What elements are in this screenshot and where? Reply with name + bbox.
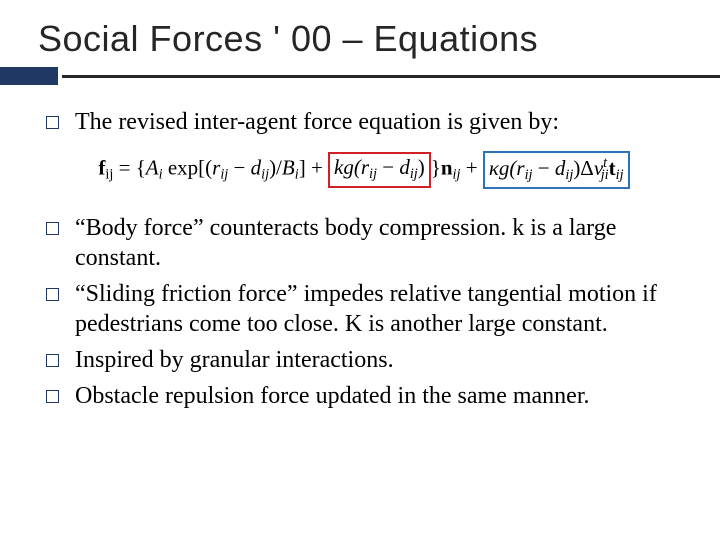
- bullet-item: “Sliding friction force” impedes relativ…: [46, 279, 682, 339]
- eq-minus3: −: [533, 156, 555, 180]
- eq-d1-sub: ij: [261, 167, 269, 183]
- bullet-item: “Body force” counteracts body compressio…: [46, 213, 682, 273]
- content-area: The revised inter-agent force equation i…: [38, 107, 682, 410]
- eq-r2-sub: ij: [369, 166, 377, 182]
- sliding-friction-box: κg(rij − dij)Δvtjitij: [483, 151, 630, 188]
- equation: fij = {Ai exp[(rij − dij)/Bi] + kg(rij −…: [98, 151, 629, 188]
- eq-t: t: [609, 156, 616, 180]
- eq-plus2: +: [460, 156, 482, 180]
- eq-r3-sub: ij: [525, 167, 533, 183]
- eq-d2: d: [399, 155, 410, 179]
- eq-v-sub: ji: [601, 167, 609, 183]
- eq-close1: )/: [269, 156, 282, 180]
- eq-d1: d: [251, 156, 262, 180]
- eq-r3: r: [516, 156, 524, 180]
- bullet-marker-icon: [46, 390, 59, 403]
- bullet-text: Obstacle repulsion force updated in the …: [75, 381, 590, 411]
- eq-t-sub: ij: [616, 167, 624, 183]
- eq-B: B: [282, 156, 295, 180]
- bullet-text: “Body force” counteracts body compressio…: [75, 213, 682, 273]
- slide-title: Social Forces ' 00 – Equations: [38, 18, 682, 59]
- bullet-marker-icon: [46, 222, 59, 235]
- equation-block: fij = {Ai exp[(rij − dij)/Bi] + kg(rij −…: [46, 151, 682, 188]
- eq-minus1: −: [228, 156, 250, 180]
- body-force-box: kg(rij − dij): [328, 152, 431, 187]
- eq-A: A: [146, 156, 159, 180]
- bullet-item: Obstacle repulsion force updated in the …: [46, 381, 682, 411]
- slide: Social Forces ' 00 – Equations The revis…: [0, 0, 720, 540]
- bullet-marker-icon: [46, 354, 59, 367]
- eq-n: n: [441, 156, 453, 180]
- title-rule: [0, 67, 720, 85]
- bullet-marker-icon: [46, 288, 59, 301]
- eq-minus2: −: [377, 155, 399, 179]
- eq-bracket-end: ]: [299, 156, 306, 180]
- eq-rbrace: }: [431, 156, 441, 180]
- bullet-text: “Sliding friction force” impedes relativ…: [75, 279, 682, 339]
- bullet-marker-icon: [46, 116, 59, 129]
- eq-close3: )Δ: [573, 156, 594, 180]
- eq-equals: =: [113, 156, 135, 180]
- eq-r2: r: [361, 155, 369, 179]
- eq-kappa: κg(: [489, 156, 517, 180]
- bullet-text: The revised inter-agent force equation i…: [75, 107, 559, 137]
- bullet-text: Inspired by granular interactions.: [75, 345, 394, 375]
- eq-lbrace: {: [136, 156, 146, 180]
- bullet-item: Inspired by granular interactions.: [46, 345, 682, 375]
- eq-d3: d: [555, 156, 566, 180]
- accent-block: [0, 67, 58, 85]
- eq-plus1: +: [306, 156, 328, 180]
- eq-close2: ): [418, 155, 425, 179]
- bullet-item: The revised inter-agent force equation i…: [46, 107, 682, 137]
- rule-line: [62, 75, 720, 78]
- eq-d2-sub: ij: [410, 166, 418, 182]
- eq-kg: kg(: [334, 155, 361, 179]
- eq-exp: exp[(: [163, 156, 213, 180]
